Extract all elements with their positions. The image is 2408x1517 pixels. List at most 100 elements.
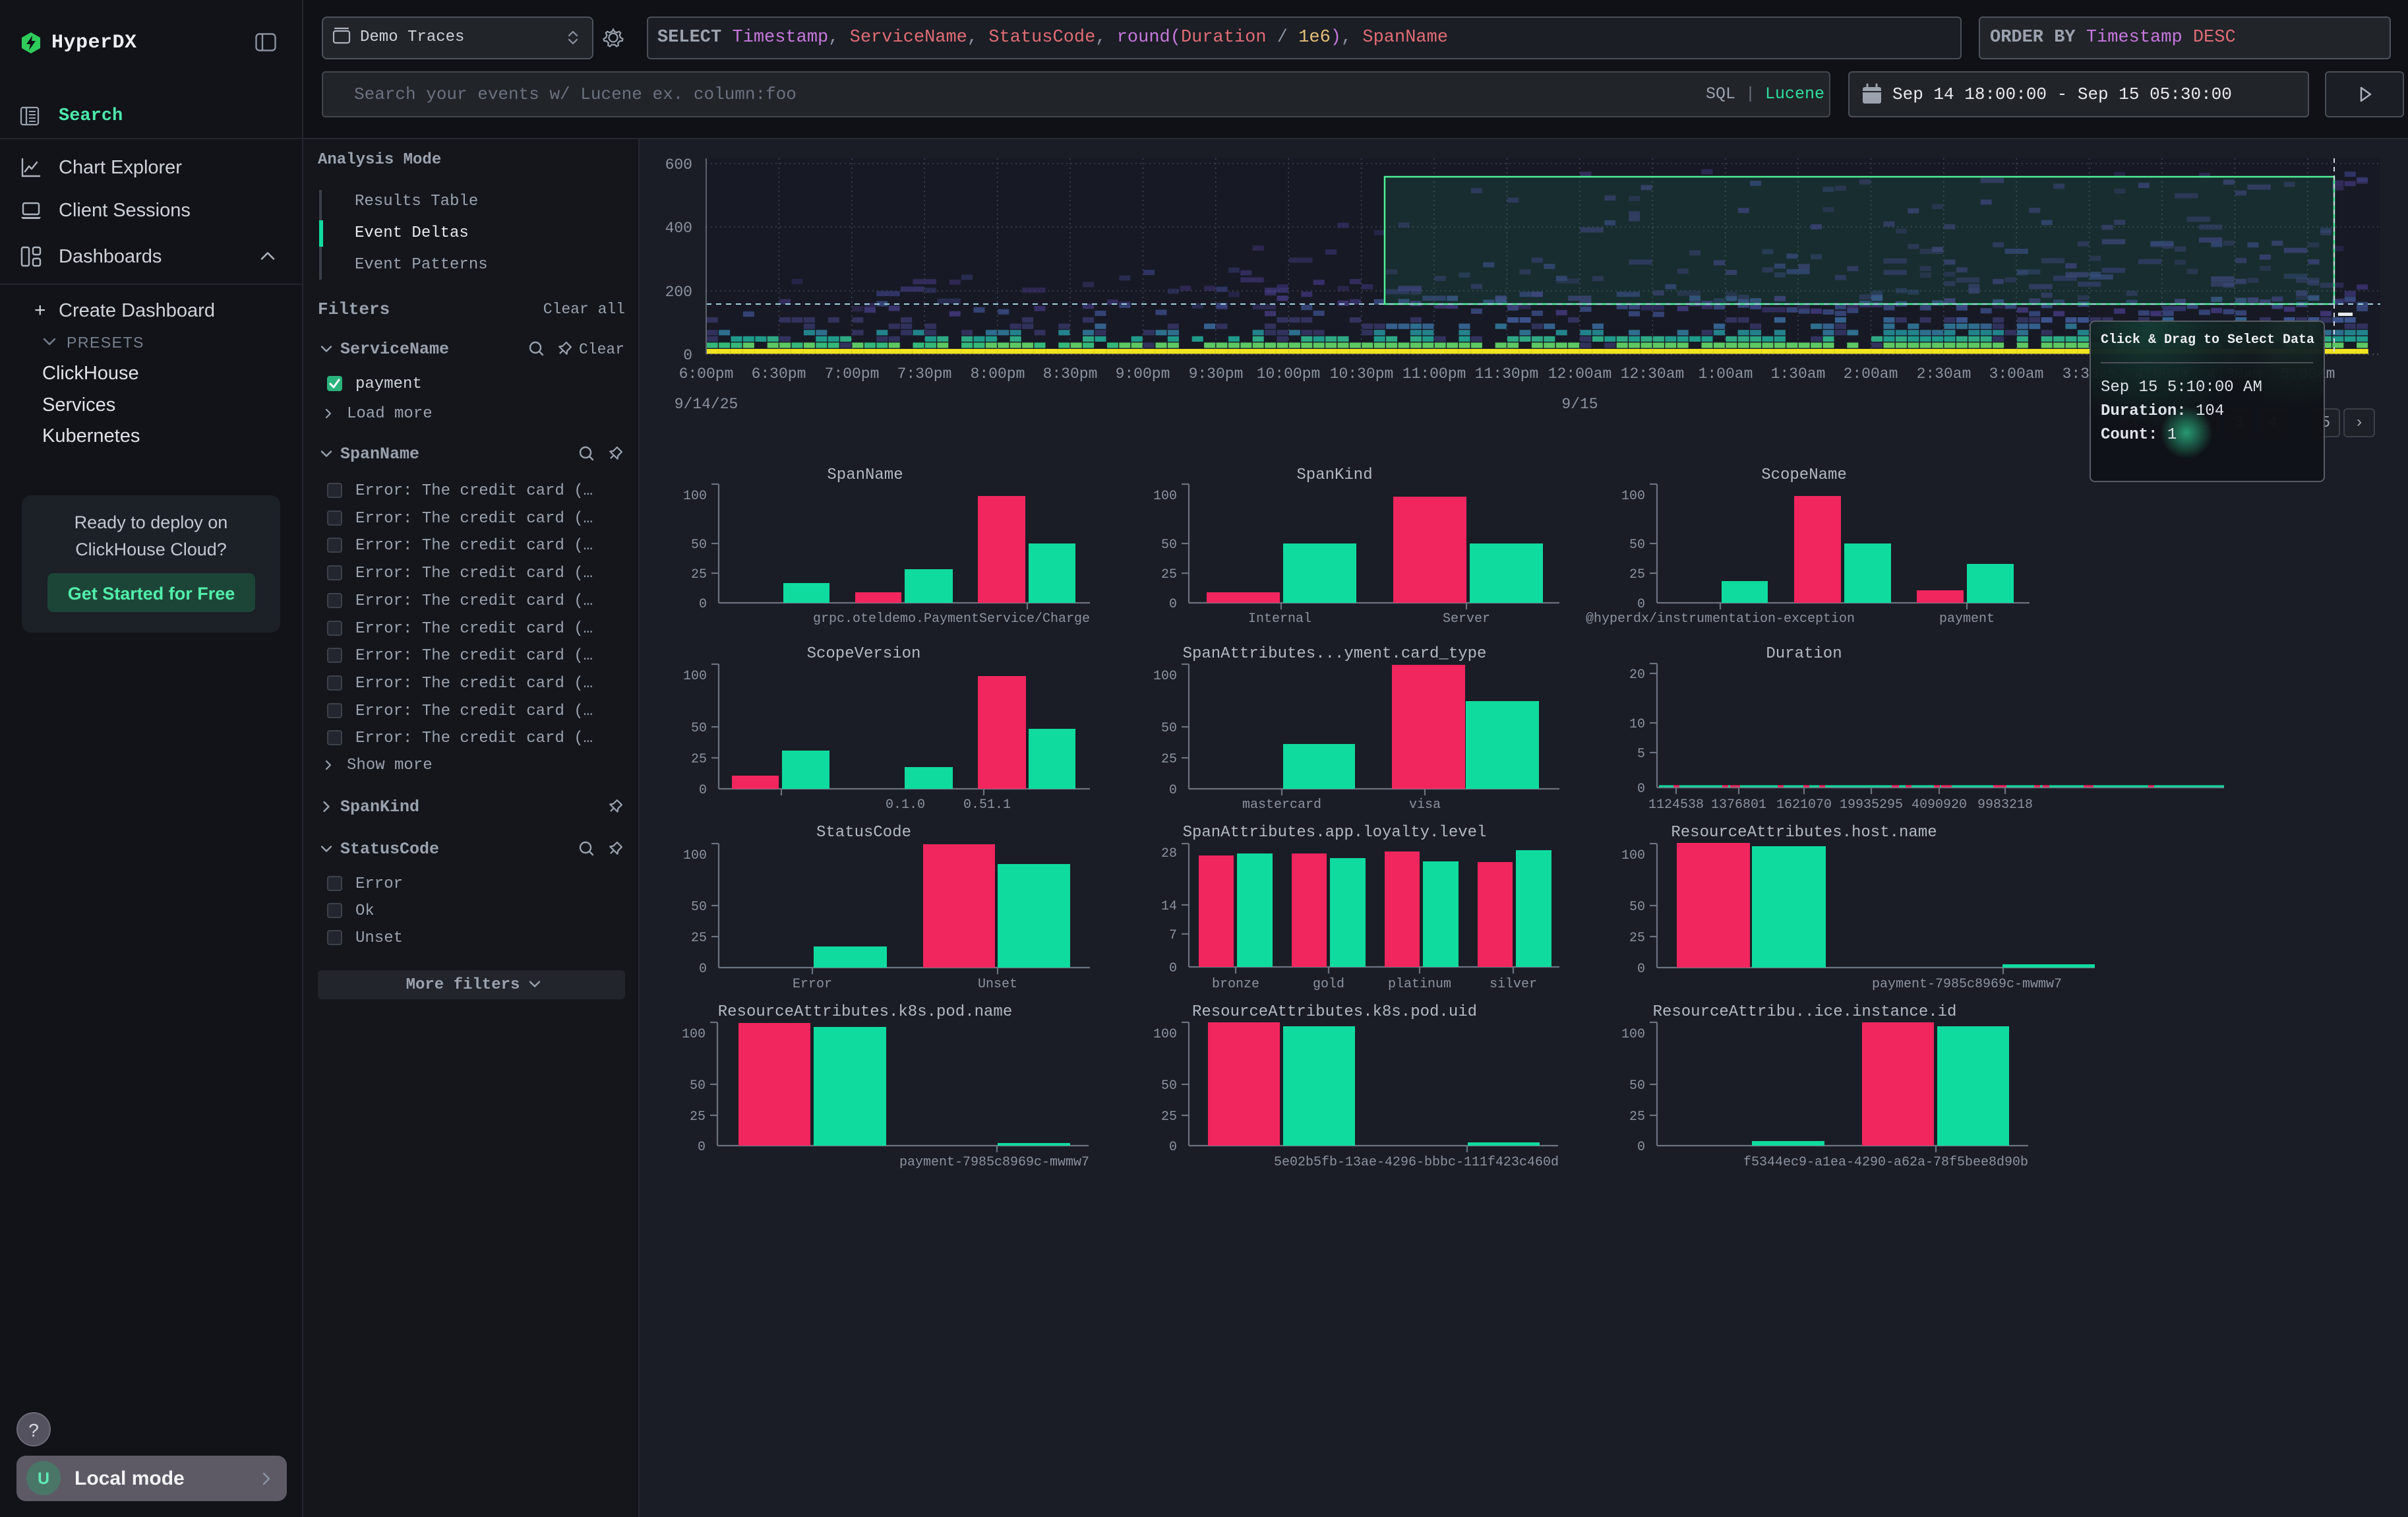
svg-text:10: 10 [1629,717,1645,732]
svg-text:1621070: 1621070 [1776,797,1832,813]
svg-text:7:00pm: 7:00pm [825,365,880,383]
svg-text:0.1.0: 0.1.0 [886,797,925,813]
svg-text:ScopeVersion: ScopeVersion [807,645,921,663]
svg-text:100: 100 [1153,669,1177,684]
svg-text:0: 0 [1637,597,1645,612]
svg-text:8:00pm: 8:00pm [971,365,1025,383]
svg-text:100: 100 [1153,1027,1177,1042]
svg-text:100: 100 [682,1027,706,1042]
svg-text:Internal: Internal [1248,611,1311,627]
svg-text:1:30am: 1:30am [1771,365,1826,383]
svg-text:25: 25 [690,1109,706,1125]
svg-text:9:30pm: 9:30pm [1189,365,1244,383]
svg-text:1376801: 1376801 [1711,797,1766,813]
svg-text:50: 50 [1629,538,1645,553]
svg-text:11:30pm: 11:30pm [1475,365,1539,383]
svg-text:50: 50 [1161,1078,1177,1094]
svg-text:50: 50 [691,900,707,915]
svg-text:7: 7 [1169,928,1177,943]
svg-text:payment-7985c8969c-mwmw7: payment-7985c8969c-mwmw7 [899,1155,1089,1170]
svg-text:100: 100 [1153,489,1177,504]
svg-text:6:00pm: 6:00pm [679,365,734,383]
svg-text:20: 20 [1629,667,1645,683]
svg-text:9/15: 9/15 [1561,396,1598,413]
svg-text:SpanName: SpanName [827,466,903,484]
svg-text:25: 25 [1161,567,1177,582]
svg-text:ResourceAttributes.k8s.pod.nam: ResourceAttributes.k8s.pod.name [718,1003,1012,1021]
svg-text:payment: payment [1939,611,1995,627]
svg-text:25: 25 [1161,1109,1177,1125]
svg-text:mastercard: mastercard [1242,797,1321,813]
svg-text:0: 0 [1169,1140,1177,1155]
svg-text:100: 100 [1621,489,1645,504]
svg-text:0: 0 [699,783,707,798]
svg-text:SpanAttributes.app.loyalty.lev: SpanAttributes.app.loyalty.level [1183,824,1487,842]
svg-text:ResourceAttributes.host.name: ResourceAttributes.host.name [1671,824,1937,842]
svg-text:1124538: 1124538 [1648,797,1704,813]
svg-text:12:00am: 12:00am [1548,365,1612,383]
svg-text:StatusCode: StatusCode [816,824,911,842]
svg-text:0: 0 [699,597,707,612]
svg-text:0: 0 [1637,782,1645,797]
svg-text:25: 25 [1629,567,1645,582]
svg-text:400: 400 [665,220,692,237]
svg-text:25: 25 [691,931,707,946]
svg-text:silver: silver [1490,977,1537,992]
svg-text:grpc.oteldemo.PaymentService/C: grpc.oteldemo.PaymentService/Charge [813,611,1090,627]
svg-text:0: 0 [1637,962,1645,977]
svg-text:50: 50 [690,1078,706,1094]
svg-text:0: 0 [699,962,707,977]
svg-text:0: 0 [1169,597,1177,612]
svg-text:ResourceAttributes.k8s.pod.uid: ResourceAttributes.k8s.pod.uid [1192,1003,1477,1021]
svg-text:Error: Error [793,977,832,992]
svg-text:7:30pm: 7:30pm [897,365,952,383]
svg-text:3:00am: 3:00am [1989,365,2044,383]
svg-text:100: 100 [1621,848,1645,863]
svg-text:9:00pm: 9:00pm [1116,365,1170,383]
svg-text:2:00am: 2:00am [1844,365,1898,383]
svg-text:0: 0 [1169,783,1177,798]
svg-text:0: 0 [698,1140,706,1155]
svg-text:200: 200 [665,284,692,301]
svg-text:5: 5 [1637,747,1645,762]
svg-text:0: 0 [1637,1140,1645,1155]
svg-text:25: 25 [1629,931,1645,946]
svg-text:50: 50 [1629,900,1645,915]
svg-text:11:00pm: 11:00pm [1402,365,1466,383]
svg-text:100: 100 [683,848,707,863]
svg-text:platinum: platinum [1388,977,1451,992]
svg-text:0: 0 [683,347,692,364]
svg-text:Server: Server [1443,611,1490,627]
svg-text:0.51.1: 0.51.1 [963,797,1011,813]
svg-text:SpanKind: SpanKind [1296,466,1372,484]
svg-text:100: 100 [683,669,707,684]
svg-text:14: 14 [1161,899,1177,914]
svg-text:25: 25 [1161,752,1177,767]
svg-text:10:30pm: 10:30pm [1330,365,1394,383]
svg-text:50: 50 [691,721,707,736]
svg-text:25: 25 [691,752,707,767]
svg-text:9/14/25: 9/14/25 [675,396,738,413]
svg-text:payment-7985c8969c-mwmw7: payment-7985c8969c-mwmw7 [1872,977,2062,992]
svg-text:ScopeName: ScopeName [1761,466,1847,484]
svg-text:4090920: 4090920 [1911,797,1967,813]
svg-text:1:00am: 1:00am [1699,365,1753,383]
svg-text:19935295: 19935295 [1840,797,1903,813]
svg-text:5e02b5fb-13ae-4296-bbbc-111f42: 5e02b5fb-13ae-4296-bbbc-111f423c460d [1274,1155,1559,1170]
svg-text:bronze: bronze [1212,977,1259,992]
svg-text:50: 50 [1161,538,1177,553]
svg-text:ResourceAttribu..ice.instance.: ResourceAttribu..ice.instance.id [1653,1003,1957,1021]
svg-text:9983218: 9983218 [1977,797,2033,813]
svg-text:Duration: Duration [1766,645,1842,663]
svg-text:gold: gold [1313,977,1344,992]
svg-text:12:30am: 12:30am [1621,365,1685,383]
svg-text:10:00pm: 10:00pm [1257,365,1321,383]
svg-text:25: 25 [691,567,707,582]
svg-text:SpanAttributes...yment.card_ty: SpanAttributes...yment.card_type [1183,645,1487,663]
svg-text:28: 28 [1161,846,1177,861]
svg-text:50: 50 [1161,721,1177,736]
svg-text:50: 50 [1629,1078,1645,1094]
svg-text:6:30pm: 6:30pm [752,365,806,383]
svg-text:50: 50 [691,538,707,553]
svg-text:f5344ec9-a1ea-4290-a62a-78f5be: f5344ec9-a1ea-4290-a62a-78f5bee8d90b [1743,1155,2028,1170]
